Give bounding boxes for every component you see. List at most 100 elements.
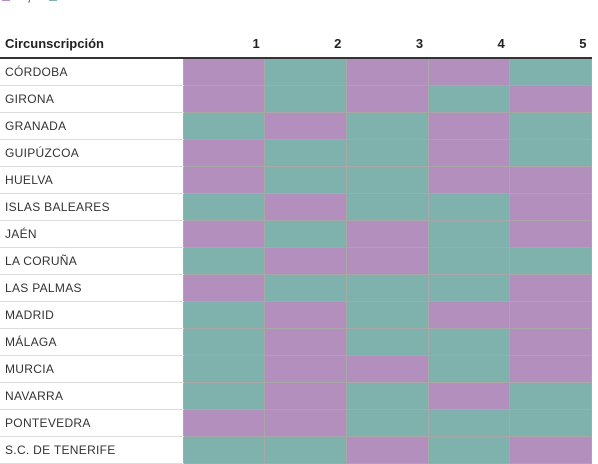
column-header: 2 bbox=[264, 30, 347, 59]
legend-label: Mujer bbox=[13, 0, 41, 3]
gender-cell bbox=[509, 57, 592, 86]
gender-cell bbox=[509, 85, 592, 113]
row-name: HUELVA bbox=[0, 166, 183, 194]
gender-cell bbox=[427, 85, 511, 113]
gender-cell bbox=[264, 247, 347, 275]
gender-cell bbox=[182, 139, 266, 167]
gender-cell bbox=[509, 139, 592, 167]
gender-cell bbox=[264, 85, 347, 113]
gender-cell bbox=[427, 57, 511, 86]
gender-cell bbox=[182, 193, 266, 221]
gender-cell bbox=[182, 382, 266, 410]
gender-cell bbox=[182, 301, 266, 329]
table-row: GIRONA bbox=[0, 85, 592, 113]
column-header: 4 bbox=[428, 30, 510, 59]
gender-cell bbox=[264, 274, 347, 302]
gender-cell bbox=[509, 247, 592, 275]
gender-cell bbox=[182, 328, 266, 356]
table-row: CÓRDOBA bbox=[0, 57, 592, 86]
gender-cell bbox=[345, 409, 429, 437]
gender-cell bbox=[345, 436, 429, 464]
gender-cell bbox=[264, 382, 347, 410]
column-header: Circunscripción bbox=[0, 30, 183, 59]
gender-cell bbox=[427, 382, 511, 410]
table-row: MADRID bbox=[0, 301, 592, 329]
table-row: MURCIA bbox=[0, 355, 592, 383]
table-row: JAÉN bbox=[0, 220, 592, 248]
gender-cell bbox=[182, 112, 266, 140]
gender-cell bbox=[509, 193, 592, 221]
gender-cell bbox=[264, 409, 347, 437]
gender-cell bbox=[264, 112, 347, 140]
row-name: MURCIA bbox=[0, 355, 183, 383]
table-row: S.C. DE TENERIFE bbox=[0, 436, 592, 464]
gender-cell bbox=[182, 436, 266, 464]
gender-cell bbox=[264, 436, 347, 464]
gender-cell bbox=[345, 166, 429, 194]
gender-cell bbox=[427, 112, 511, 140]
table-row: PONTEVEDRA bbox=[0, 409, 592, 437]
gender-cell bbox=[345, 193, 429, 221]
row-name: MADRID bbox=[0, 301, 183, 329]
table-row: GUIPÚZCOA bbox=[0, 139, 592, 167]
legend-label: Hombre bbox=[60, 0, 99, 3]
gender-cell bbox=[345, 112, 429, 140]
gender-cell bbox=[509, 436, 592, 464]
row-name: MÁLAGA bbox=[0, 328, 183, 356]
row-name: ISLAS BALEARES bbox=[0, 193, 183, 221]
gender-cell bbox=[345, 85, 429, 113]
gender-cell bbox=[264, 301, 347, 329]
gender-cell bbox=[264, 220, 347, 248]
gender-cell bbox=[182, 247, 266, 275]
gender-cell bbox=[509, 301, 592, 329]
gender-cell bbox=[509, 328, 592, 356]
table-row: MÁLAGA bbox=[0, 328, 592, 356]
gender-cell bbox=[264, 139, 347, 167]
gender-cell bbox=[345, 57, 429, 86]
gender-cell bbox=[427, 328, 511, 356]
gender-cell bbox=[509, 382, 592, 410]
gender-cell bbox=[345, 301, 429, 329]
table-row: LAS PALMAS bbox=[0, 274, 592, 302]
table-row: HUELVA bbox=[0, 166, 592, 194]
gender-cell bbox=[509, 112, 592, 140]
gender-cell bbox=[345, 139, 429, 167]
gender-cell bbox=[182, 85, 266, 113]
gender-cell bbox=[427, 193, 511, 221]
row-name: LAS PALMAS bbox=[0, 274, 183, 302]
row-name: GUIPÚZCOA bbox=[0, 139, 183, 167]
row-name: GIRONA bbox=[0, 85, 183, 113]
legend: Mujer Hombre bbox=[2, 0, 99, 3]
gender-cell bbox=[345, 328, 429, 356]
gender-cell bbox=[264, 355, 347, 383]
gender-cell bbox=[427, 436, 511, 464]
gender-cell bbox=[509, 409, 592, 437]
table-row: ISLAS BALEARES bbox=[0, 193, 592, 221]
gender-cell bbox=[427, 220, 511, 248]
legend-swatch bbox=[2, 0, 10, 1]
gender-cell bbox=[509, 220, 592, 248]
legend-item: Hombre bbox=[48, 0, 99, 3]
column-header: 1 bbox=[183, 30, 265, 59]
row-name: LA CORUÑA bbox=[0, 247, 183, 275]
gender-cell bbox=[182, 274, 266, 302]
gender-cell bbox=[427, 301, 511, 329]
table-row: GRANADA bbox=[0, 112, 592, 140]
row-name: CÓRDOBA bbox=[0, 58, 183, 86]
table: Circunscripción 1 2 3 4 5 CÓRDOBA GIRONA GRANAD… bbox=[0, 30, 592, 464]
table-body: CÓRDOBA GIRONA GRANADA GUIPÚZCOA HUELVA ISLAS… bbox=[0, 57, 592, 464]
gender-cell bbox=[427, 355, 511, 383]
gender-cell bbox=[345, 382, 429, 410]
legend-swatch bbox=[48, 0, 57, 1]
column-header: 3 bbox=[346, 30, 429, 59]
row-name: NAVARRA bbox=[0, 382, 183, 410]
gender-cell bbox=[427, 274, 511, 302]
gender-cell bbox=[264, 57, 347, 86]
legend-item: Mujer bbox=[2, 0, 41, 3]
gender-cell bbox=[182, 220, 266, 248]
header-row: Circunscripción 1 2 3 4 5 bbox=[0, 30, 592, 59]
gender-cell bbox=[427, 247, 511, 275]
gender-cell bbox=[264, 193, 347, 221]
row-name: GRANADA bbox=[0, 112, 183, 140]
